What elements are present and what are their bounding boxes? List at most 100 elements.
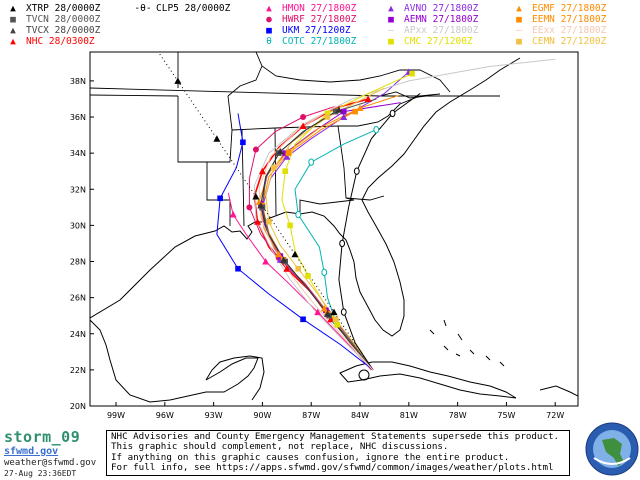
track-point-ukm [240, 139, 246, 146]
brand-link[interactable]: sfwmd.gov [4, 446, 59, 457]
latitude-label: 26N [70, 294, 86, 303]
longitude-label: 75W [497, 411, 515, 420]
legend-symbol-icon: θ [266, 36, 272, 47]
track-point-egmf [320, 304, 328, 312]
latitude-label: 24N [70, 330, 86, 339]
longitude-label: 72W [546, 411, 564, 420]
track-point-avno [340, 113, 348, 121]
track-point-aemn [282, 150, 288, 156]
longitude-label: 87W [302, 411, 320, 420]
legend-symbol-icon: ■ [516, 14, 522, 25]
legend-symbol-icon: ■ [10, 14, 16, 25]
longitude-label: 96W [156, 411, 174, 420]
track-point-cmc [305, 273, 311, 279]
track-point-cemn [332, 316, 339, 323]
longitude-label: 93W [205, 411, 223, 420]
disclaimer-box: NHC Advisories and County Emergency Mana… [106, 430, 570, 476]
latitude-label: 28N [70, 258, 86, 267]
track-point-nhc [299, 122, 307, 130]
latitude-label: 20N [70, 402, 86, 411]
track-point-cotc [321, 268, 328, 277]
track-point-cemn [266, 218, 272, 225]
legend-symbol-icon: ▲ [516, 3, 522, 14]
track-point-cmc [409, 70, 415, 77]
sfwmd-logo-icon [585, 422, 639, 476]
legend-symbol-icon: ▲ [10, 3, 16, 14]
legend-label: NHC 28/0300Z [26, 36, 95, 47]
track-clp5 [338, 93, 421, 371]
longitude-label: 90W [253, 411, 271, 420]
legend-symbol-icon: — [516, 25, 522, 36]
latitude-label: 36N [70, 113, 86, 122]
track-point-tvcx [335, 106, 343, 113]
track-point-nhc [258, 167, 266, 175]
track-point-eemn [285, 150, 292, 156]
legend-label: EEMN 27/1800Z [532, 14, 607, 25]
map-frame [89, 51, 579, 407]
coastlines [90, 57, 578, 403]
track-point-tvcx [323, 310, 331, 317]
track-point-cmc [334, 321, 341, 328]
track-point-tvcn [332, 108, 339, 115]
longitude-label: 81W [400, 411, 418, 420]
track-point-cemn [295, 265, 302, 272]
legend-item: ■ EEMN 27/1800Z [508, 15, 606, 25]
legend-label: EExx 27/1800Z [532, 25, 607, 36]
track-point-tvcx [257, 202, 265, 209]
legend-label: HWRF 27/1800Z [282, 14, 357, 25]
track-point-tvcx [280, 256, 288, 263]
track-point-xtrp [252, 192, 260, 200]
legend-symbol-icon: ● [266, 14, 272, 25]
track-point-eemn [352, 108, 358, 115]
track-point-cmc [324, 110, 331, 117]
legend-item: -θ- CLP5 28/0000Z [132, 4, 230, 14]
track-point-egmf [356, 104, 364, 111]
disclaimer-line: NHC Advisories and County Emergency Mana… [111, 431, 560, 442]
legend-item: — APxx 27/1800Z [380, 26, 478, 36]
track-point-cotc [295, 210, 302, 219]
email-address: weather@sfwmd.gov [4, 458, 97, 468]
legend-symbol-icon: ▲ [10, 25, 16, 36]
track-point-cmc [282, 168, 288, 175]
legend-symbol-icon: ■ [516, 36, 522, 47]
track-point-nhc [364, 95, 372, 102]
track-point-nhc [327, 315, 335, 323]
longitude-label: 99W [107, 411, 125, 420]
track-point-cmc [287, 222, 293, 229]
longitude-label: 84W [351, 411, 369, 420]
track-point-ukm [300, 316, 306, 323]
legend-symbol-icon: ■ [388, 36, 394, 47]
timestamp: 27-Aug 23:36EDT [4, 469, 77, 478]
current-position-marker [358, 369, 370, 381]
legend-label: CMC 27/1200Z [404, 36, 473, 47]
legend-item: ■ TVCN 28/0000Z [2, 15, 100, 25]
legend-label: TVCN 28/0000Z [26, 14, 101, 25]
track-point-cemn [324, 114, 331, 120]
track-point-clp5 [353, 167, 360, 175]
legend-item: ▲ EGMF 27/1800Z [508, 4, 606, 14]
legend-label: UKM 27/1200Z [282, 25, 351, 36]
track-point-nhc [254, 218, 262, 225]
legend-symbol-icon: ■ [388, 14, 394, 25]
axis-labels: 38N 36N 34N 32N 30N 28N 26N 24N 22N 20N 99W 96W 93W 9… [70, 77, 565, 420]
track-eexx [258, 105, 374, 371]
track-point-hmon [314, 308, 322, 316]
track-ukm [216, 113, 374, 371]
track-point-hwrf [246, 204, 253, 211]
legend-label: AVNO 27/1800Z [404, 3, 479, 14]
track-point-aemn [340, 108, 347, 115]
track-hmon [227, 192, 372, 371]
legend-symbol-icon: ▲ [388, 3, 394, 14]
model-markers [174, 68, 415, 328]
legend-symbol-icon: -θ- [134, 3, 152, 14]
track-apxx [253, 58, 556, 371]
legend-symbol-icon: ■ [266, 25, 272, 36]
track-point-xtrp [174, 77, 182, 84]
track-point-tvcx [276, 147, 284, 155]
disclaimer-line: This graphic should complement, not repl… [111, 441, 449, 453]
track-point-egmf [275, 250, 283, 258]
legend-item: ● HWRF 27/1800Z [258, 15, 356, 25]
legend-symbol-icon: ▲ [10, 36, 16, 47]
legend-symbol-icon: — [388, 25, 394, 36]
legend-label: CLP5 28/0000Z [156, 3, 231, 14]
